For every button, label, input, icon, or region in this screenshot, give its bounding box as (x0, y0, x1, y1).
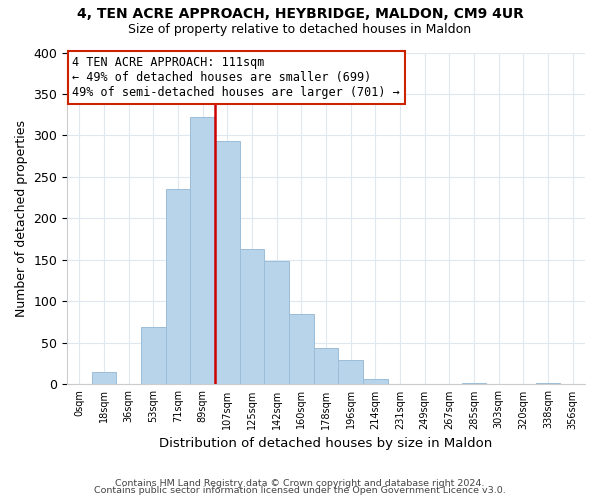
Text: 4, TEN ACRE APPROACH, HEYBRIDGE, MALDON, CM9 4UR: 4, TEN ACRE APPROACH, HEYBRIDGE, MALDON,… (77, 8, 523, 22)
Y-axis label: Number of detached properties: Number of detached properties (15, 120, 28, 317)
Bar (92, 372, 116, 384)
X-axis label: Distribution of detached houses by size in Maldon: Distribution of detached houses by size … (160, 437, 493, 450)
Bar (314, 348, 338, 385)
Bar (338, 360, 363, 384)
Bar (240, 249, 265, 384)
Bar (166, 188, 190, 384)
Text: Contains public sector information licensed under the Open Government Licence v3: Contains public sector information licen… (94, 486, 506, 495)
Bar (363, 380, 388, 384)
Bar (462, 383, 487, 384)
Bar (141, 327, 166, 384)
Text: Contains HM Land Registry data © Crown copyright and database right 2024.: Contains HM Land Registry data © Crown c… (115, 478, 485, 488)
Bar (289, 314, 314, 384)
Bar (215, 142, 240, 384)
Bar (190, 117, 215, 384)
Bar (536, 383, 560, 384)
Text: Size of property relative to detached houses in Maldon: Size of property relative to detached ho… (128, 22, 472, 36)
Text: 4 TEN ACRE APPROACH: 111sqm
← 49% of detached houses are smaller (699)
49% of se: 4 TEN ACRE APPROACH: 111sqm ← 49% of det… (73, 56, 400, 99)
Bar (265, 261, 289, 384)
